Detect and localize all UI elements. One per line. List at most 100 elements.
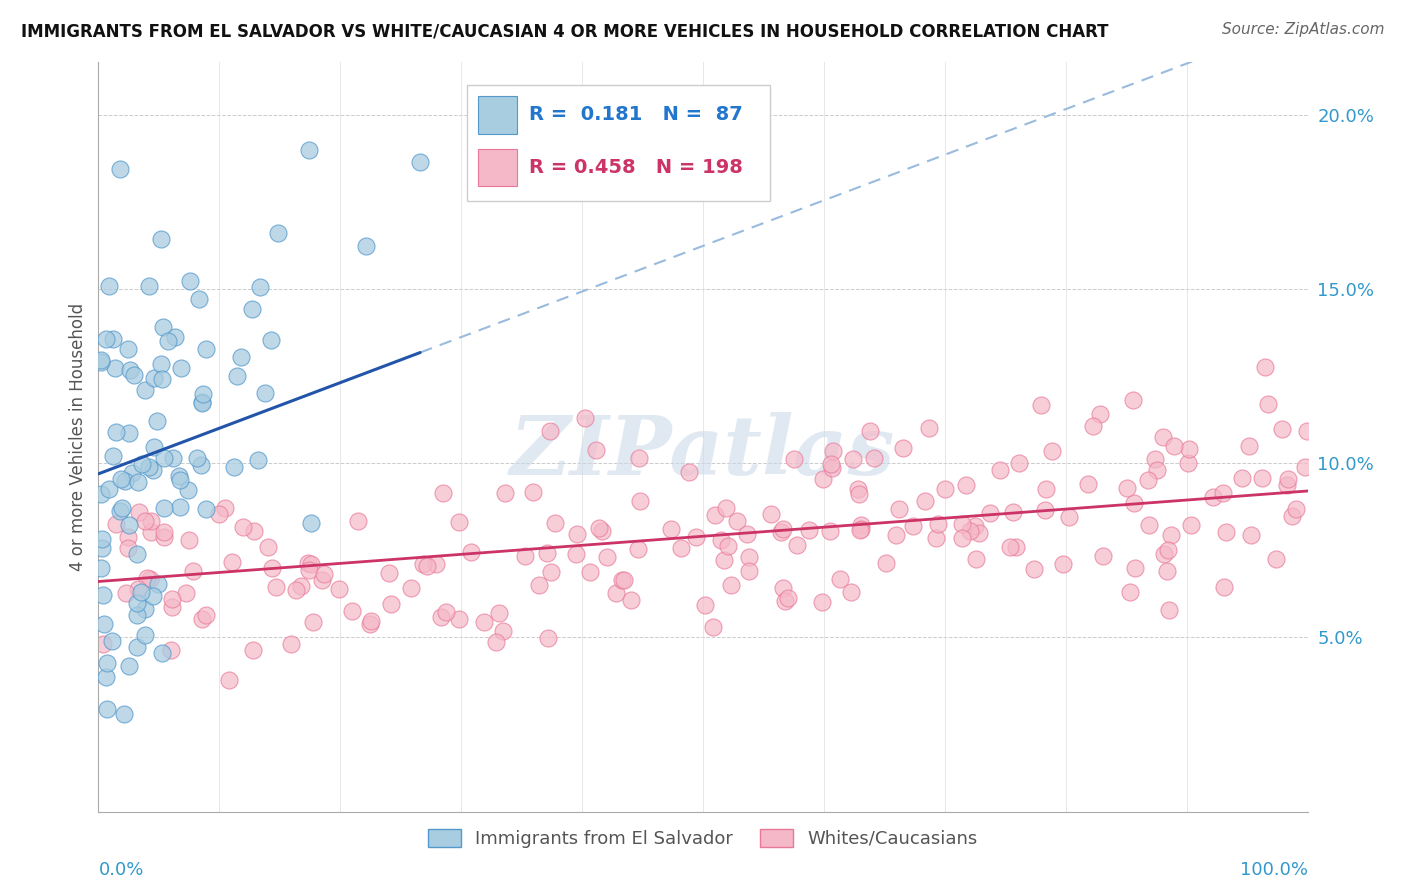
Point <box>811 472 834 486</box>
Point <box>1202 490 1225 504</box>
Point <box>1156 543 1178 558</box>
Point <box>1265 552 1288 566</box>
Point <box>1022 562 1045 576</box>
Point <box>91 588 114 602</box>
Point <box>146 414 169 428</box>
Point <box>1008 456 1031 470</box>
Point <box>139 572 162 586</box>
Point <box>1160 528 1182 542</box>
Point <box>243 524 266 538</box>
Point <box>96 656 118 670</box>
Point <box>176 483 198 498</box>
Text: Source: ZipAtlas.com: Source: ZipAtlas.com <box>1222 22 1385 37</box>
Point <box>1057 510 1080 524</box>
Point <box>839 585 862 599</box>
Point <box>247 453 270 467</box>
Point <box>713 553 735 567</box>
Point <box>340 604 363 618</box>
Point <box>628 450 651 465</box>
Point <box>1257 397 1279 411</box>
Point <box>108 162 131 177</box>
Point <box>179 275 201 289</box>
Text: 100.0%: 100.0% <box>1240 861 1308 879</box>
Point <box>1137 518 1160 533</box>
Point <box>737 550 759 565</box>
Point <box>115 586 138 600</box>
Point <box>186 451 208 466</box>
Point <box>160 600 183 615</box>
Point <box>124 368 146 383</box>
Point <box>1296 424 1319 438</box>
Point <box>1091 549 1114 563</box>
Point <box>1088 407 1111 421</box>
Point <box>1178 442 1201 457</box>
Point <box>738 564 761 578</box>
Point <box>125 548 148 562</box>
Point <box>170 361 193 376</box>
Point <box>628 494 651 508</box>
Point <box>522 484 544 499</box>
Point <box>117 342 139 356</box>
Point <box>578 565 600 579</box>
Point <box>150 372 173 386</box>
Point <box>169 500 191 514</box>
Point <box>93 637 115 651</box>
Point <box>1237 439 1260 453</box>
Point <box>221 555 243 569</box>
Point <box>1277 472 1299 486</box>
Point <box>620 593 643 607</box>
Point <box>596 549 619 564</box>
Point <box>544 516 567 530</box>
Point <box>811 595 834 609</box>
Point <box>1137 473 1160 487</box>
Point <box>769 524 792 539</box>
Point <box>191 395 214 409</box>
Point <box>591 524 613 538</box>
Point <box>1031 399 1053 413</box>
Point <box>841 451 863 466</box>
Point <box>152 320 174 334</box>
Point <box>299 558 322 572</box>
Point <box>925 532 948 546</box>
Point <box>240 302 263 317</box>
Point <box>1294 460 1316 475</box>
Point <box>299 516 322 531</box>
Point <box>117 530 139 544</box>
Point <box>191 387 214 401</box>
Point <box>1163 439 1185 453</box>
Point <box>169 469 191 483</box>
Point <box>725 514 748 528</box>
Point <box>950 531 973 545</box>
Point <box>101 449 124 463</box>
Point <box>125 640 148 654</box>
Point <box>328 582 350 597</box>
Point <box>208 507 231 521</box>
Point <box>1033 502 1056 516</box>
Point <box>150 646 173 660</box>
Point <box>264 580 287 594</box>
Point <box>96 701 118 715</box>
Point <box>735 526 758 541</box>
Point <box>149 357 172 371</box>
Point <box>409 155 432 169</box>
Point <box>174 586 197 600</box>
Point <box>887 501 910 516</box>
Point <box>152 450 174 465</box>
Point <box>1118 585 1140 599</box>
Point <box>190 612 212 626</box>
Point <box>412 558 434 572</box>
Point <box>259 334 281 348</box>
Point <box>927 516 949 531</box>
Point <box>311 573 333 587</box>
Text: 0.0%: 0.0% <box>98 861 143 879</box>
Point <box>1040 444 1063 458</box>
Point <box>152 501 174 516</box>
Point <box>142 463 165 477</box>
Point <box>1215 525 1237 540</box>
Point <box>714 500 737 515</box>
Point <box>160 642 183 657</box>
Point <box>104 425 127 439</box>
Point <box>160 592 183 607</box>
Point <box>488 606 510 620</box>
Point <box>380 597 402 611</box>
